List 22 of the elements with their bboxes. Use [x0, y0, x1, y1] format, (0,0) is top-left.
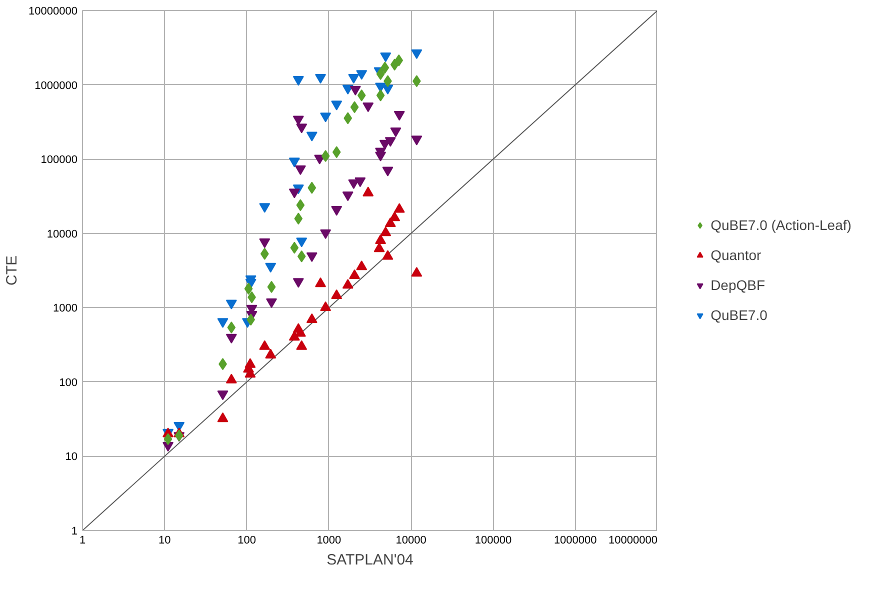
- x-tick-label: 100000: [474, 534, 512, 546]
- x-tick-label: 1: [79, 534, 86, 546]
- y-axis-title: CTE: [4, 256, 21, 286]
- x-tick-label: 10: [158, 534, 171, 546]
- x-tick-label: 1000: [316, 534, 342, 546]
- legend-label: QuBE7.0 (Action-Leaf): [710, 217, 852, 233]
- x-tick-label: 10000: [396, 534, 426, 546]
- y-tick-label: 1000: [53, 302, 78, 315]
- x-tick-label: 100: [238, 534, 256, 546]
- legend-label: QuBE7.0: [710, 307, 768, 323]
- legend-label: DepQBF: [710, 277, 766, 293]
- y-tick-label: 10000: [46, 228, 78, 240]
- y-tick-label: 10000000: [28, 6, 78, 18]
- x-tick-label: 10000000: [608, 534, 658, 546]
- y-tick-label: 1: [71, 526, 78, 538]
- y-tick-label: 10: [65, 451, 78, 464]
- x-axis-title: SATPLAN'04: [326, 552, 414, 568]
- x-tick-label: 1000000: [554, 534, 597, 546]
- y-tick-label: 1000000: [34, 80, 78, 92]
- y-tick-label: 100: [59, 376, 78, 389]
- y-tick-label: 100000: [40, 154, 78, 166]
- legend-label: Quantor: [710, 247, 762, 263]
